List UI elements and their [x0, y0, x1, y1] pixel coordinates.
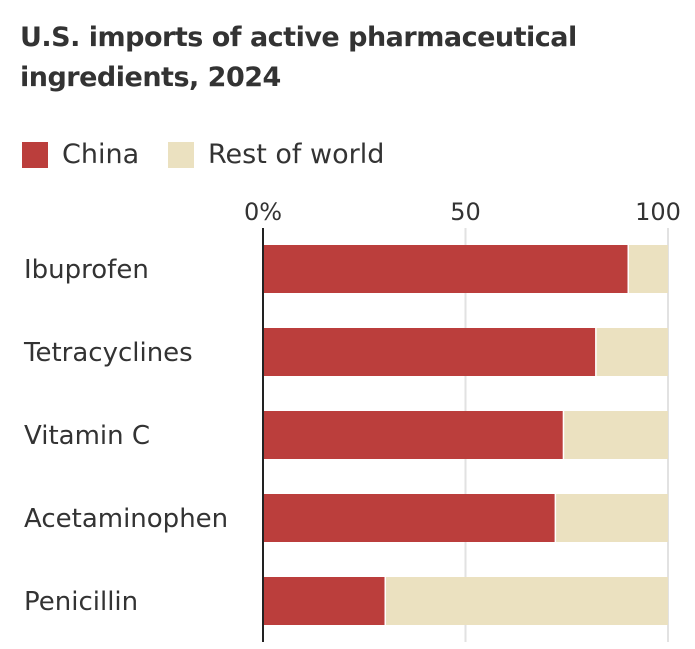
- bar-china: [263, 577, 385, 625]
- bar-china: [263, 245, 628, 293]
- legend-swatch-china: [22, 141, 48, 168]
- bar-rest-of-world: [596, 328, 668, 376]
- bar-china: [263, 328, 596, 376]
- legend-swatch-rest-of-world: [168, 141, 194, 168]
- legend-label-china: China: [62, 139, 140, 170]
- chart-title: U.S. imports of active pharmaceutical in…: [20, 22, 577, 93]
- x-tick-label: 100: [635, 198, 681, 226]
- category-label: Tetracyclines: [23, 338, 193, 368]
- x-tick-label: 0%: [244, 198, 282, 226]
- category-label: Vitamin C: [24, 421, 150, 451]
- bar-rest-of-world: [556, 494, 668, 542]
- category-label: Acetaminophen: [24, 504, 228, 534]
- bar-rest-of-world: [629, 245, 668, 293]
- bar-china: [263, 411, 563, 459]
- category-label: Penicillin: [24, 587, 138, 617]
- bar-rest-of-world: [386, 577, 668, 625]
- x-tick-label: 50: [450, 198, 481, 226]
- category-label: Ibuprofen: [24, 255, 149, 285]
- legend-label-rest-of-world: Rest of world: [208, 139, 385, 170]
- legend-item-china: China: [22, 139, 139, 170]
- bar-rest-of-world: [564, 411, 668, 459]
- bar-china: [263, 494, 555, 542]
- legend-item-rest-of-world: Rest of world: [168, 139, 384, 170]
